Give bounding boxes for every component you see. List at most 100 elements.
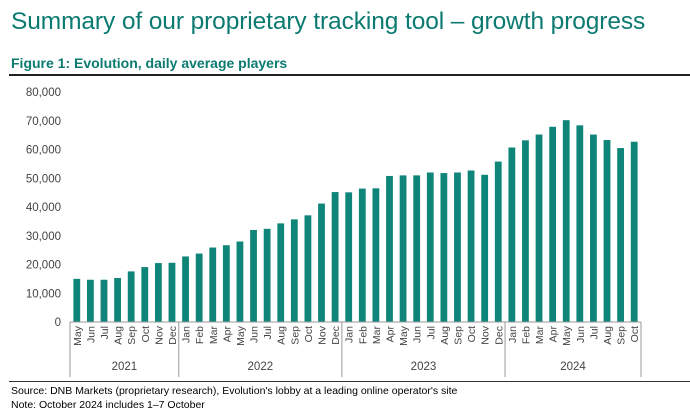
bar: [236, 241, 244, 322]
bar: [576, 125, 584, 322]
bar: [222, 245, 230, 322]
bar: [331, 192, 339, 322]
x-tick-label: Dec: [167, 326, 179, 345]
title-divider: [9, 74, 690, 76]
y-tick-label: 60,000: [26, 145, 61, 157]
bar: [127, 271, 135, 322]
y-tick-label: 80,000: [26, 87, 61, 99]
bar: [494, 161, 502, 322]
bar: [630, 141, 638, 322]
x-tick-label: Nov: [480, 325, 492, 344]
x-tick-label: Mar: [208, 326, 220, 345]
bar: [209, 247, 217, 322]
year-label: 2023: [411, 361, 437, 373]
footnote: Note: October 2024 includes 1–7 October: [11, 399, 205, 411]
x-tick-label: Oct: [629, 326, 641, 342]
x-tick-label: Aug: [602, 326, 614, 345]
x-tick-label: Oct: [466, 326, 478, 342]
bar: [277, 223, 285, 322]
y-tick-label: 10,000: [26, 288, 61, 300]
x-tick-label: Oct: [303, 326, 315, 342]
x-tick-label: Sep: [616, 326, 628, 345]
source-note: Source: DNB Markets (proprietary researc…: [11, 385, 458, 397]
year-label: 2021: [112, 361, 138, 373]
bar: [467, 170, 475, 322]
bar: [522, 140, 529, 322]
x-tick-label: Jul: [99, 326, 111, 339]
x-tick-label: May: [72, 325, 84, 346]
x-tick-label: Nov: [317, 325, 329, 344]
bar: [399, 175, 407, 323]
figure-title: Figure 1: Evolution, daily average playe…: [11, 55, 288, 71]
bar: [304, 215, 312, 322]
bar: [508, 147, 516, 322]
x-tick-label: Jan: [181, 326, 193, 343]
bar: [413, 175, 421, 323]
bar: [372, 188, 380, 322]
x-tick-label: Apr: [221, 326, 233, 343]
year-label: 2024: [560, 361, 586, 373]
x-tick-label: Jun: [412, 326, 424, 343]
x-tick-label: Jan: [507, 326, 519, 343]
y-tick-label: 50,000: [26, 173, 61, 185]
x-tick-label: Apr: [384, 326, 396, 343]
bar: [168, 262, 176, 322]
x-tick-label: Jun: [575, 326, 587, 343]
x-tick-label: Dec: [493, 326, 505, 345]
x-tick-label: Sep: [289, 326, 301, 345]
x-tick-label: Mar: [371, 326, 383, 345]
bar: [290, 219, 298, 322]
x-tick-label: Aug: [439, 326, 451, 345]
x-tick-label: Aug: [113, 326, 125, 345]
footer-divider: [9, 381, 690, 382]
bar: [358, 188, 366, 322]
x-tick-label: Jul: [262, 326, 274, 339]
bar: [345, 192, 353, 322]
y-tick-label: 70,000: [26, 116, 61, 128]
x-tick-label: May: [561, 325, 573, 346]
x-tick-label: May: [235, 325, 247, 346]
bar: [182, 256, 189, 322]
bar: [562, 120, 570, 323]
bar: [141, 267, 149, 322]
bar: [535, 134, 543, 322]
x-tick-label: Jun: [85, 326, 97, 343]
bar: [114, 278, 121, 322]
x-tick-label: Apr: [548, 326, 560, 343]
bar-chart: 0 10,000 20,000 30,000 40,000 50,000 60,000 70,…: [26, 87, 642, 377]
bar: [481, 174, 489, 322]
y-tick-label: 40,000: [26, 202, 61, 214]
bar: [440, 173, 448, 322]
bar: [263, 228, 271, 322]
bar: [386, 175, 393, 322]
x-tick-label: Jun: [249, 326, 261, 343]
x-tick-label: Jul: [425, 326, 437, 339]
bar: [603, 140, 611, 322]
bar: [73, 278, 81, 323]
bar: [250, 230, 257, 322]
x-tick-label: Nov: [153, 325, 165, 344]
bar: [318, 203, 325, 322]
x-tick-label: Feb: [194, 326, 206, 344]
x-tick-label: Dec: [330, 326, 342, 345]
x-tick-label: Jul: [588, 326, 600, 339]
y-tick-label: 0: [55, 317, 61, 329]
year-label: 2022: [248, 361, 274, 373]
bar: [454, 172, 461, 322]
page-title: Summary of our proprietary tracking tool…: [11, 8, 646, 35]
bar: [100, 279, 108, 322]
x-tick-label: Feb: [357, 326, 369, 344]
y-tick-label: 20,000: [26, 260, 61, 272]
bar: [590, 134, 597, 322]
bar: [154, 263, 162, 322]
bar: [617, 148, 625, 322]
bar: [86, 279, 94, 322]
x-tick-label: Jan: [344, 326, 356, 343]
x-tick-label: Sep: [126, 326, 138, 345]
x-tick-label: Oct: [140, 326, 152, 342]
x-tick-label: Feb: [520, 326, 532, 344]
x-tick-label: May: [398, 325, 410, 346]
bar: [195, 253, 203, 322]
bar: [426, 172, 434, 322]
bar: [549, 126, 557, 322]
